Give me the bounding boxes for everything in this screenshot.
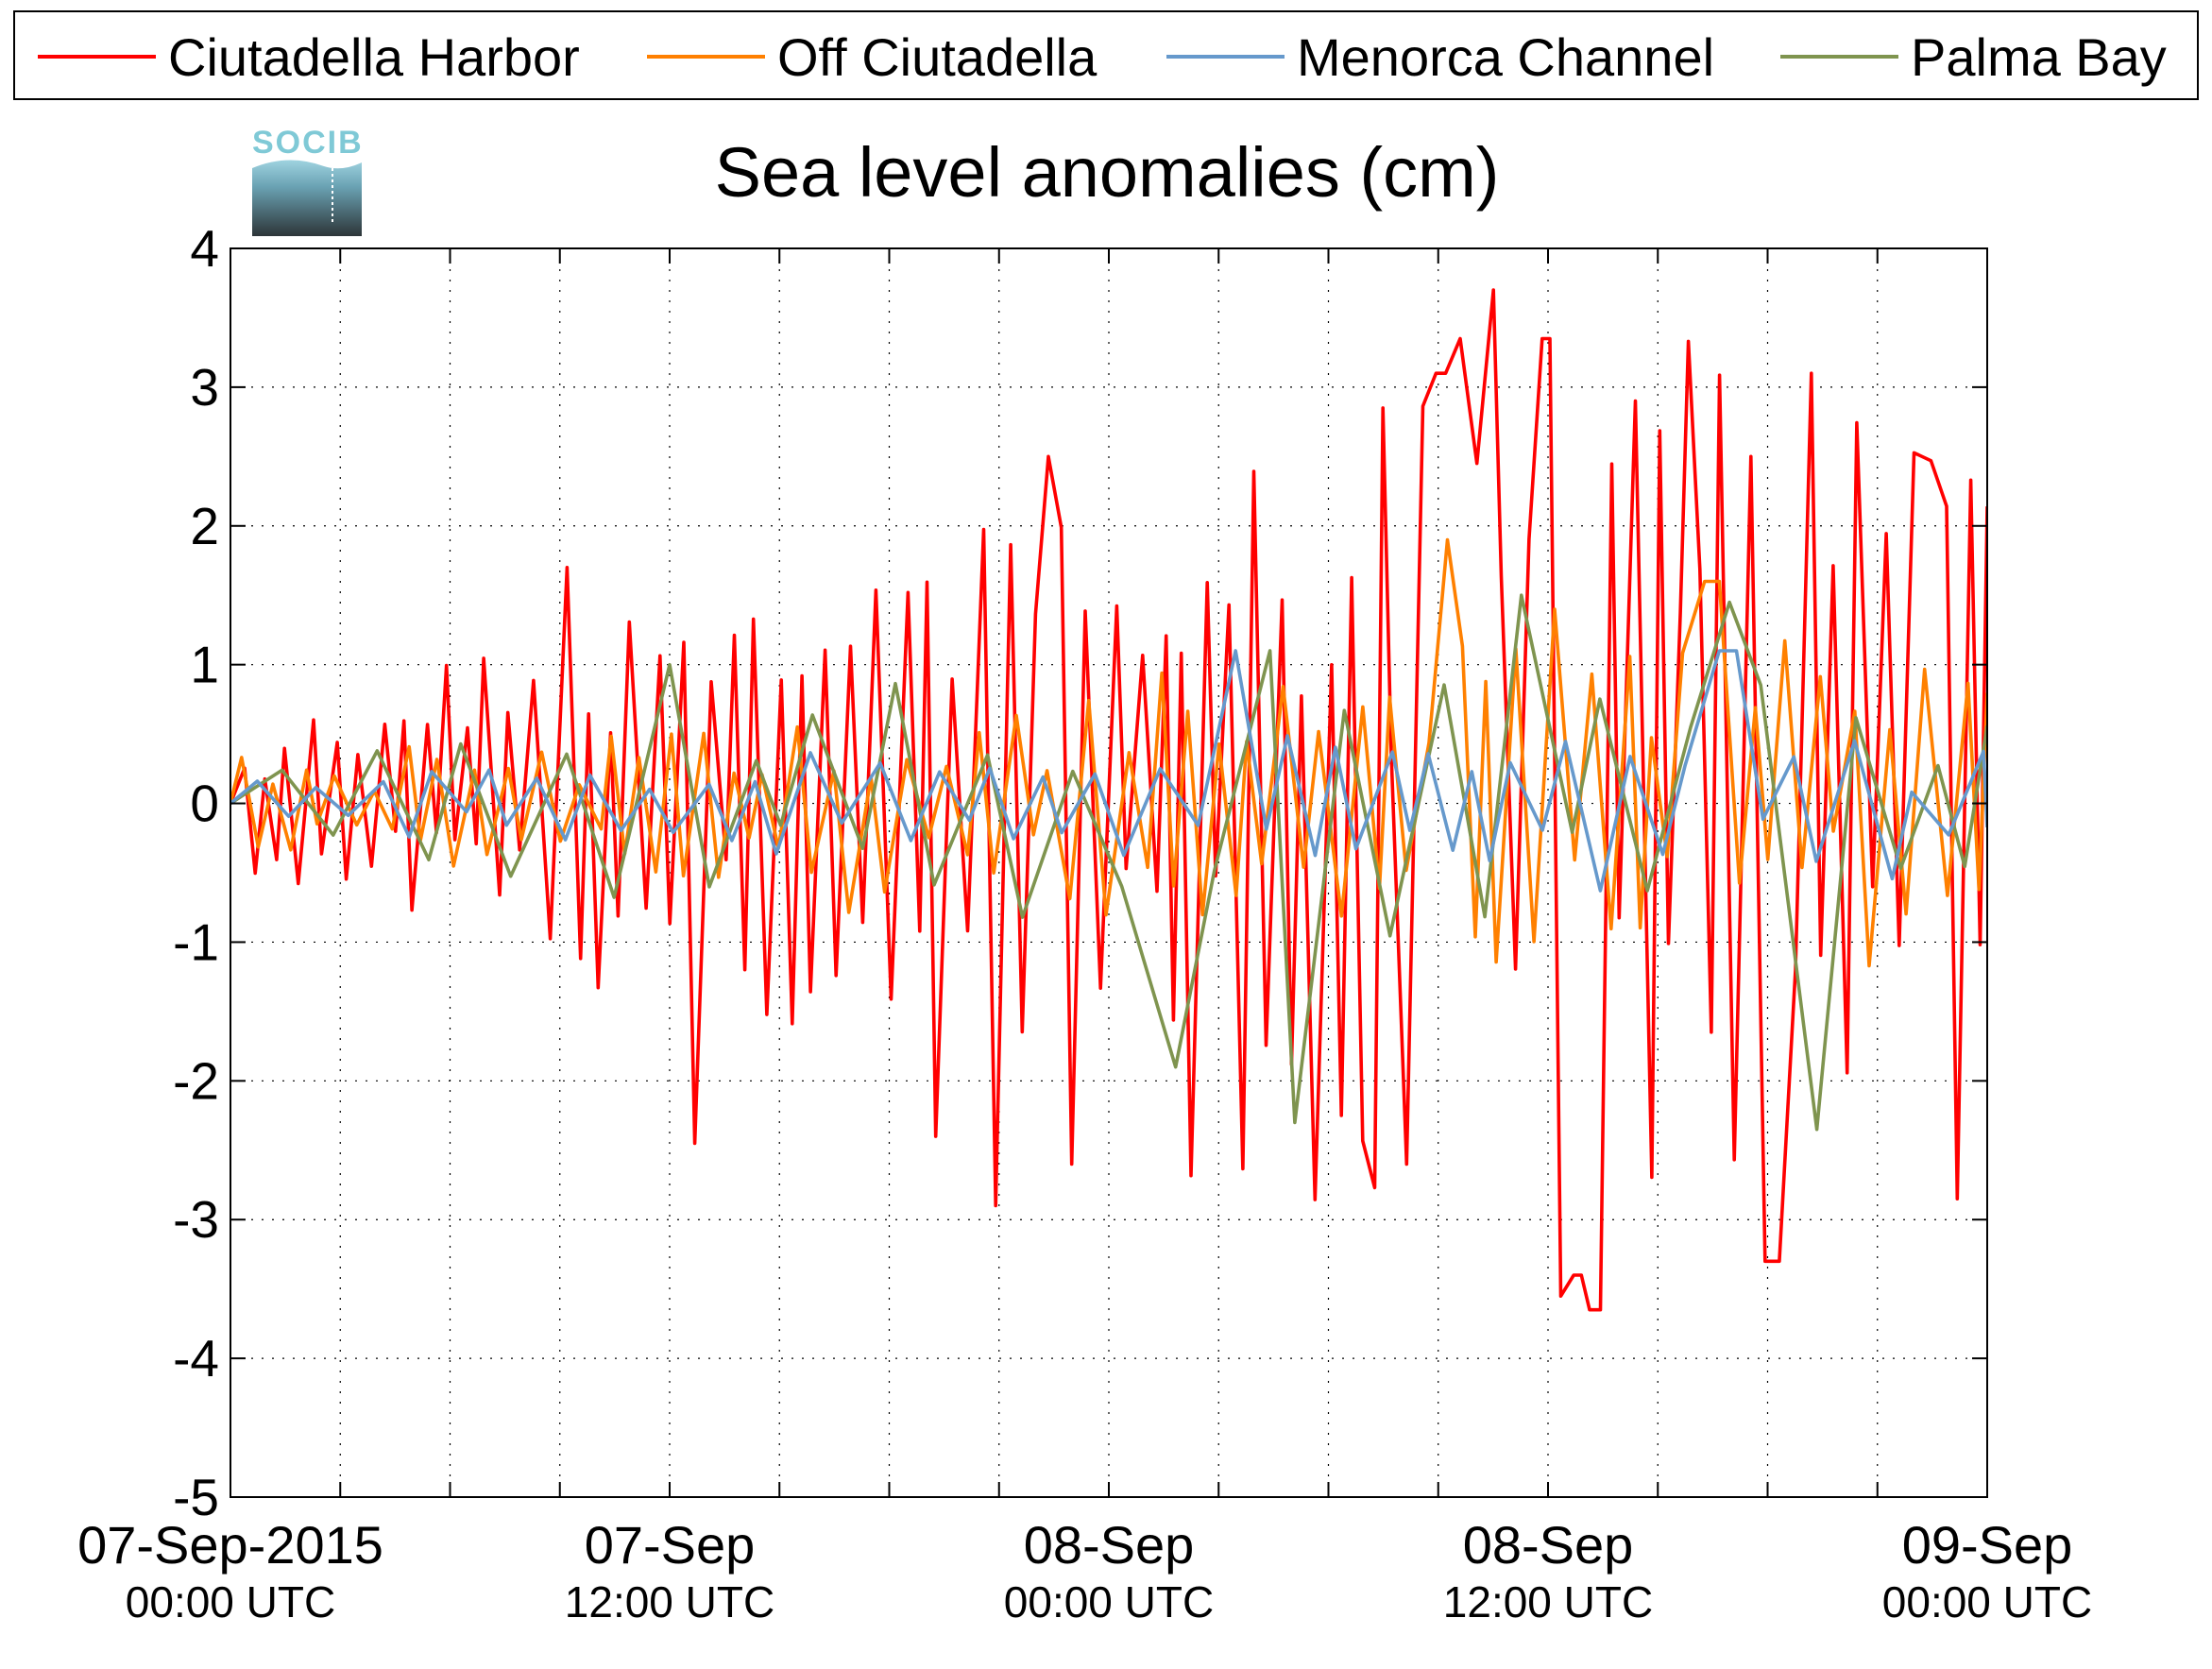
y-tick-label: 0 (190, 775, 219, 833)
y-tick-labels: -5 -4 -3 -2 -1 0 1 2 3 4 (173, 219, 219, 1526)
legend-entry-2[interactable]: Menorca Channel (1166, 27, 1714, 87)
series-line-palma-bay (230, 593, 1987, 1132)
y-tick-label: -2 (173, 1051, 219, 1110)
legend-label-3: Palma Bay (1911, 27, 2167, 87)
logo-text: SOCIB (252, 125, 364, 161)
legend-label-1: Off Ciutadella (777, 27, 1097, 87)
legend-entry-1[interactable]: Off Ciutadella (647, 27, 1097, 87)
x-tick-time-label: 12:00 UTC (1443, 1577, 1653, 1626)
logo-wave-icon (252, 160, 362, 236)
chart-title: Sea level anomalies (cm) (715, 133, 1500, 212)
series-line-menorca-channel (230, 649, 1987, 893)
y-tick-label: -1 (173, 912, 219, 971)
y-tick-label: 4 (190, 219, 219, 278)
x-tick-date-label: 08-Sep (1024, 1515, 1195, 1575)
x-tick-time-label: 00:00 UTC (1882, 1577, 2092, 1626)
x-tick-date-label: 07-Sep (585, 1515, 756, 1575)
y-tick-label: -5 (173, 1468, 219, 1526)
socib-logo: SOCIB (252, 125, 364, 236)
legend-entry-0[interactable]: Ciutadella Harbor (38, 27, 580, 87)
y-tick-label: -4 (173, 1329, 219, 1388)
series-group (230, 288, 1987, 1312)
axis-ticks (230, 247, 1988, 1498)
x-tick-date-label: 08-Sep (1463, 1515, 1634, 1575)
y-tick-label: 2 (190, 497, 219, 555)
legend-label-2: Menorca Channel (1297, 27, 1714, 87)
y-tick-label: 1 (190, 636, 219, 694)
grid-lines (230, 248, 1987, 1497)
y-tick-label: 3 (190, 358, 219, 417)
x-tick-time-label: 00:00 UTC (126, 1577, 335, 1626)
x-tick-date-label: 09-Sep (1902, 1515, 2073, 1575)
series-line-ciutadella-harbor (230, 288, 1987, 1312)
legend-entry-3[interactable]: Palma Bay (1780, 27, 2167, 87)
x-tick-date-label: 07-Sep-2015 (77, 1515, 383, 1575)
y-tick-label: -3 (173, 1190, 219, 1249)
x-tick-time-label: 12:00 UTC (565, 1577, 774, 1626)
legend-label-0: Ciutadella Harbor (168, 27, 580, 87)
legend: Ciutadella Harbor Off Ciutadella Menorca… (13, 10, 2199, 100)
x-tick-time-label: 00:00 UTC (1004, 1577, 1214, 1626)
